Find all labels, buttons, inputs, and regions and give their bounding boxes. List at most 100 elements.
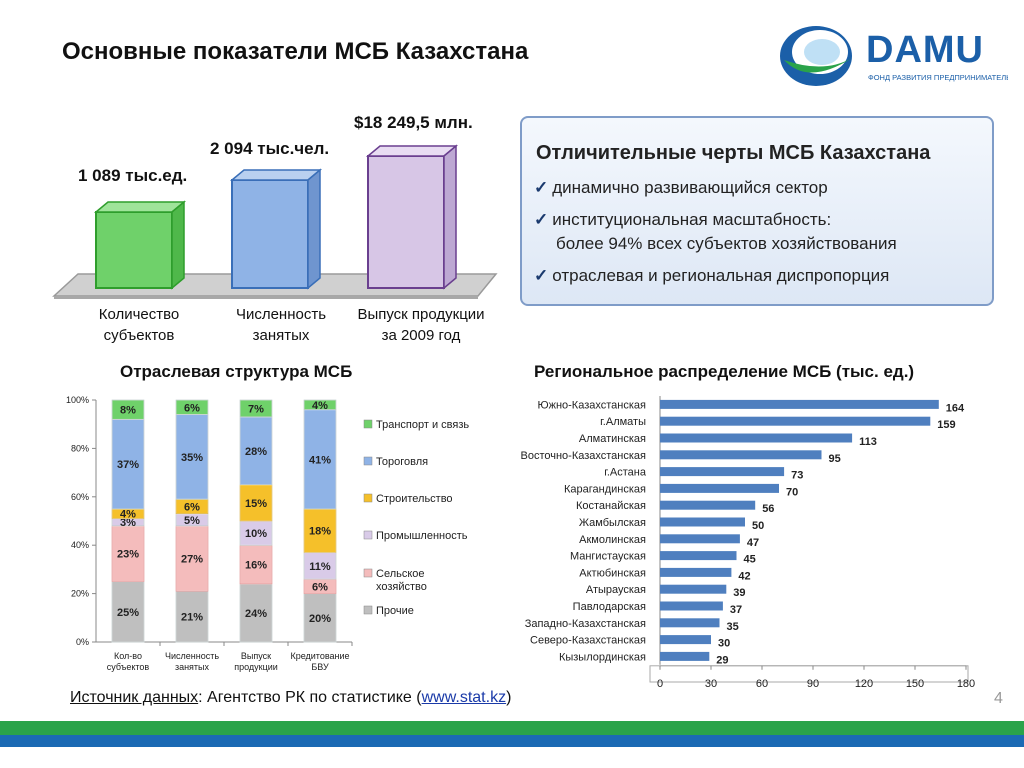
x-tick-label: 0: [657, 678, 663, 690]
region-bar: [660, 416, 931, 426]
data-label: 37%: [117, 459, 139, 471]
data-label: 7%: [248, 403, 264, 415]
data-label: 5%: [184, 515, 200, 527]
stack-segment: [239, 520, 273, 546]
y-tick-label: 100%: [66, 395, 89, 405]
indicator-category-3-line2: за 2009 год: [381, 327, 461, 344]
legend-label: Сельское: [376, 568, 425, 580]
x-category-label: Численность: [165, 651, 219, 661]
x-category-label: Кредитование: [290, 651, 349, 661]
source-label: Источник данных: [70, 689, 199, 706]
legend-label-cont: хозяйство: [376, 581, 427, 593]
features-box: Отличительные черты МСБ Казахстана ✓ дина…: [520, 116, 994, 306]
indicator-category-1-line1: Количество: [98, 306, 180, 323]
region-label: Акмолинская: [579, 534, 646, 546]
indicator-bar-2: [229, 168, 323, 290]
data-label: 24%: [245, 608, 267, 620]
region-label: Костанайская: [576, 500, 646, 512]
indicator-category-3-line1: Выпуск продукции: [357, 306, 485, 323]
region-bar: [660, 467, 785, 477]
logo-tagline: ФОНД РАЗВИТИЯ ПРЕДПРИНИМАТЕЛЬСТВА: [868, 73, 1008, 82]
feature-text-2: институциональная масштабность:: [552, 210, 832, 229]
region-label: Кызылординская: [559, 651, 646, 663]
stack-segment-border: [111, 399, 145, 420]
feature-item-3: ✓ отраслевая и региональная диспропорция: [534, 264, 889, 288]
region-label: Западно-Казахстанская: [525, 618, 646, 630]
check-icon: ✓: [534, 266, 549, 285]
legend-label: Тороговля: [376, 456, 428, 468]
stack-segment-border: [175, 399, 209, 415]
footer-band-green: [0, 721, 1024, 735]
data-label: 27%: [181, 554, 203, 566]
region-label: Актюбинская: [579, 567, 646, 579]
data-label: 20%: [309, 613, 331, 625]
legend-swatch: [363, 605, 373, 615]
damu-logo: DAMU ФОНД РАЗВИТИЯ ПРЕДПРИНИМАТЕЛЬСТВА: [778, 22, 1024, 94]
y-tick-label: 60%: [71, 492, 89, 502]
x-axis-frame: [649, 665, 969, 683]
source-link[interactable]: www.stat.kz: [421, 689, 507, 706]
data-label: 41%: [309, 454, 331, 466]
region-value: 30: [718, 638, 730, 650]
x-category-label: Выпуск: [241, 651, 271, 661]
data-label: 21%: [181, 612, 203, 624]
region-bar: [660, 433, 853, 443]
region-label: г.Астана: [604, 467, 647, 479]
region-value: 159: [937, 419, 955, 431]
region-value: 35: [727, 621, 739, 633]
feature-text-1: динамично развивающийся сектор: [552, 178, 828, 197]
top-indicators-svg: [52, 144, 498, 299]
data-label: 15%: [245, 498, 267, 510]
region-value: 73: [791, 470, 803, 482]
data-label: 25%: [117, 607, 139, 619]
platform-edge: [54, 296, 478, 299]
region-value: 70: [786, 486, 798, 498]
region-bar: [660, 601, 723, 611]
page-title: Основные показатели МСБ Казахстана: [62, 38, 529, 65]
x-category-label: субъектов: [107, 662, 150, 672]
region-bar: [660, 551, 737, 561]
region-label: г.Алматы: [600, 416, 646, 428]
footer-band-blue: [0, 735, 1024, 747]
indicator-bar-3: [365, 144, 459, 290]
regional-distribution-chart: Южно-Казахстанская 164 г.Алматы 159 Алматинс…: [490, 388, 990, 693]
x-category-label: занятых: [175, 662, 210, 672]
stack-segment: [175, 590, 209, 643]
indicator-bar-1: [93, 200, 187, 290]
region-bar: [660, 399, 939, 409]
region-label: Жамбылская: [579, 517, 646, 529]
stack-segment: [175, 414, 209, 500]
feature-item-2-cont: более 94% всех субъектов хозяйствования: [556, 234, 897, 253]
region-bar: [660, 567, 732, 577]
y-tick-label: 80%: [71, 443, 89, 453]
region-bar: [660, 618, 720, 628]
region-value: 45: [744, 554, 756, 566]
x-category-label: продукции: [234, 662, 278, 672]
feature-item-1: ✓ динамично развивающийся сектор: [534, 176, 828, 200]
legend-swatch: [363, 493, 373, 503]
region-label: Атырауская: [586, 584, 646, 596]
indicator-value-2: 2 094 тыс.чел.: [210, 139, 330, 158]
legend-swatch: [363, 419, 373, 429]
data-label: 6%: [184, 501, 200, 513]
region-label: Мангистауская: [570, 551, 646, 563]
region-bar: [660, 450, 822, 460]
data-label: 6%: [184, 402, 200, 414]
data-label: 4%: [120, 509, 136, 521]
x-category-label: БВУ: [311, 662, 329, 672]
features-title: Отличительные черты МСБ Казахстана: [536, 142, 931, 164]
data-label: 8%: [120, 405, 136, 417]
region-label: Южно-Казахстанская: [537, 399, 646, 411]
region-value: 37: [730, 604, 742, 616]
region-bar: [660, 584, 727, 594]
indicator-value-1: 1 089 тыс.ед.: [78, 166, 188, 185]
indicator-category-2: Численность занятых: [206, 304, 356, 346]
x-tick-label: 60: [756, 678, 768, 690]
sectoral-structure-svg: 0%20%40%60%80%100%25%23%3%4%37%8%Кол-вос…: [66, 395, 469, 672]
region-bar: [660, 483, 779, 493]
regional-distribution-svg: Южно-Казахстанская 164 г.Алматы 159 Алматинс…: [520, 396, 975, 690]
region-value: 29: [716, 654, 728, 666]
region-value: 47: [747, 537, 759, 549]
page-number: 4: [994, 690, 1003, 707]
region-value: 95: [829, 453, 841, 465]
